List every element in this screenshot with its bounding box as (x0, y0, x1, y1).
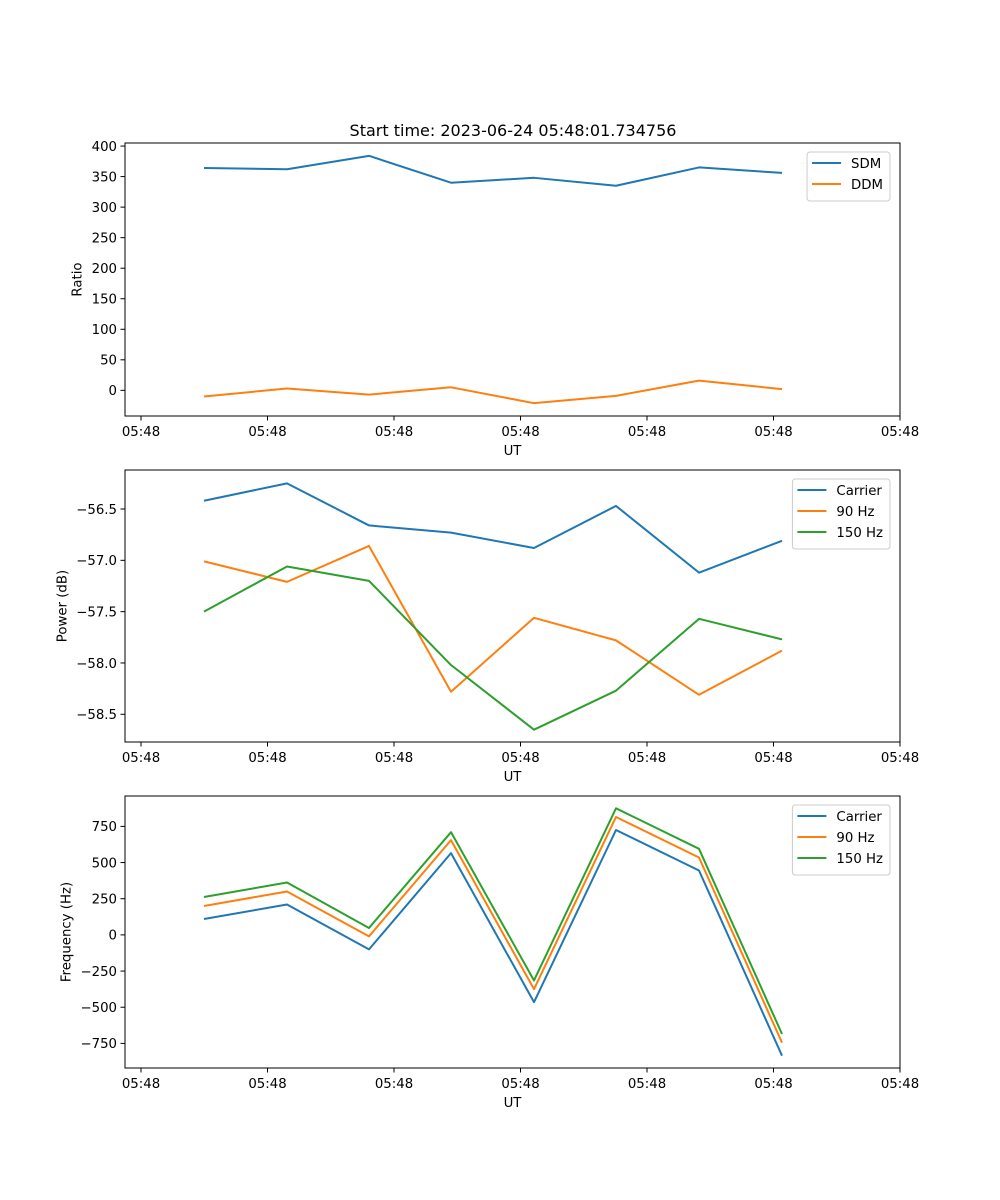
series-line-150-hz (203, 565, 783, 731)
legend-label: Carrier (836, 484, 882, 499)
x-tick-label: 05:48 (628, 425, 666, 440)
y-tick-label: −56.5 (76, 503, 117, 518)
y-axis-label: Frequency (Hz) (59, 882, 74, 982)
legend-label: Carrier (836, 810, 882, 825)
series-line-150-hz (203, 807, 783, 1035)
y-tick-label: 400 (92, 140, 117, 155)
x-axis-label: UT (504, 1096, 523, 1111)
y-tick-label: 150 (92, 293, 117, 308)
y-tick-label: −58.5 (76, 708, 117, 723)
y-tick-label: 0 (109, 384, 117, 399)
x-tick-label: 05:48 (375, 751, 413, 766)
x-tick-label: 05:48 (628, 1077, 666, 1092)
y-tick-label: 100 (92, 323, 117, 338)
y-tick-label: 300 (92, 201, 117, 216)
y-tick-label: −57.0 (76, 554, 117, 569)
figure-title: Start time: 2023-06-24 05:48:01.734756 (350, 121, 677, 140)
series-line-ddm (203, 379, 783, 405)
legend-box (806, 151, 891, 202)
y-tick-label: −57.5 (76, 605, 117, 620)
x-tick-label: 05:48 (248, 1077, 286, 1092)
legend-label: 90 Hz (836, 505, 874, 520)
y-tick-label: 200 (92, 262, 117, 277)
legend-label: 150 Hz (836, 852, 883, 867)
x-tick-label: 05:48 (754, 425, 792, 440)
plots: 05:48 05:48 05:48 05:48 05:48 05:48 05:48 UT 0 50… (55, 140, 919, 1111)
x-tick-label: 05:48 (248, 425, 286, 440)
y-tick-label: 350 (92, 170, 117, 185)
series-line-sdm (203, 154, 783, 187)
x-tick-label: 05:48 (754, 751, 792, 766)
y-tick-label: 250 (92, 231, 117, 246)
y-tick-label: 500 (92, 856, 117, 871)
legend: Carrier 90 Hz 150 Hz (791, 478, 891, 550)
y-tick-label: −58.0 (76, 657, 117, 672)
series-line-carrier (203, 829, 783, 1057)
y-axis-label: Power (dB) (55, 570, 70, 642)
x-axis-label: UT (504, 444, 523, 459)
legend-label: SDM (851, 157, 881, 172)
x-tick-label: 05:48 (501, 425, 539, 440)
y-tick-label: −750 (80, 1037, 117, 1052)
x-tick-label: 05:48 (628, 751, 666, 766)
y-axis-label: Ratio (71, 262, 86, 296)
x-tick-label: 05:48 (501, 751, 539, 766)
x-tick-label: 05:48 (122, 425, 160, 440)
x-tick-label: 05:48 (754, 1077, 792, 1092)
legend-label: 90 Hz (836, 831, 874, 846)
subplot-2: 05:48 05:48 05:48 05:48 05:48 05:48 05:48 UT −58… (55, 469, 919, 785)
series-line-carrier (203, 482, 783, 574)
x-tick-label: 05:48 (881, 751, 919, 766)
plot-frame (124, 469, 901, 743)
y-tick-label: −500 (80, 1001, 117, 1016)
subplot-1: 05:48 05:48 05:48 05:48 05:48 05:48 05:48 UT 0 50… (71, 140, 920, 459)
y-tick-label: 0 (109, 929, 117, 944)
plot-frame (124, 795, 901, 1069)
legend: SDM DDM (806, 151, 891, 202)
x-tick-label: 05:48 (501, 1077, 539, 1092)
x-tick-label: 05:48 (248, 751, 286, 766)
x-tick-label: 05:48 (881, 425, 919, 440)
legend-label: DDM (851, 178, 883, 193)
y-tick-label: 50 (100, 354, 117, 369)
y-tick-label: 250 (92, 893, 117, 908)
x-tick-label: 05:48 (122, 1077, 160, 1092)
series-line-90-hz (203, 544, 783, 696)
x-tick-label: 05:48 (375, 1077, 413, 1092)
legend-label: 150 Hz (836, 526, 883, 541)
x-tick-label: 05:48 (122, 751, 160, 766)
legend: Carrier 90 Hz 150 Hz (791, 804, 891, 876)
plot-frame (124, 142, 901, 417)
x-tick-label: 05:48 (375, 425, 413, 440)
y-tick-label: −250 (80, 965, 117, 980)
x-axis-label: UT (504, 770, 523, 785)
y-tick-label: 750 (92, 820, 117, 835)
series-line-90-hz (203, 815, 783, 1044)
subplot-3: 05:48 05:48 05:48 05:48 05:48 05:48 05:48 UT −75… (59, 795, 919, 1111)
x-tick-label: 05:48 (881, 1077, 919, 1092)
